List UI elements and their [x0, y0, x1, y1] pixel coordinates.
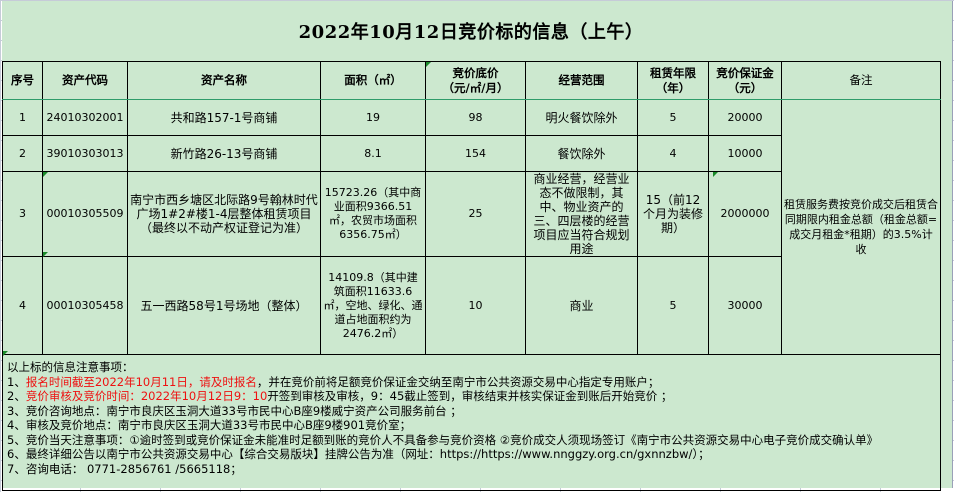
cell-no[interactable]: 4 — [2, 256, 43, 355]
cell-deposit[interactable]: 10000 — [708, 135, 782, 172]
notes-heading: 以上标的信息注意事项： — [7, 360, 134, 374]
cell-deposit[interactable]: 30000 — [708, 256, 782, 355]
cell-name[interactable]: 共和路157-1号商铺 — [127, 99, 321, 136]
cell-price[interactable]: 98 — [425, 99, 526, 136]
cell-comment-marker — [713, 172, 718, 177]
page-title: 2022年10月12日竞价标的信息（上午） — [298, 22, 644, 43]
note-line-2: 2、竞价审核及竞价时间：2022年10月12日9：10开签到审核及审核，9：45… — [7, 389, 936, 404]
header-cell[interactable]: 租赁年限 （年） — [637, 61, 709, 100]
cell-area[interactable]: 19 — [320, 99, 426, 136]
header-cell[interactable]: 竞价底价 （元/㎡/月） — [425, 61, 526, 100]
header-cell[interactable]: 备注 — [781, 61, 941, 100]
note-line-7: 7、咨询电话： 0771-2856761 /5665118； — [7, 461, 242, 476]
cell-area[interactable]: 15723.26（其中商业面积9366.51㎡，农贸市场面积6356.75㎡） — [320, 171, 426, 257]
note-line-1: 1、报名时间截至2022年10月11日，请及时报名，并在竞价前将足额竞价保证金交… — [7, 375, 936, 390]
cell-comment-marker — [43, 172, 48, 177]
cell-code[interactable]: 24010302001 — [42, 99, 128, 136]
note-line-5: 5、竞价当天注意事项：①逾时签到或竞价保证金未能准时足额到账的竞价人不具备参与竞… — [7, 432, 879, 447]
note-prefix: 1、 — [7, 374, 26, 389]
cell-comment-marker — [426, 62, 431, 67]
cell-term[interactable]: 5 — [637, 256, 709, 355]
cell-scope[interactable]: 明火餐饮除外 — [525, 99, 638, 136]
header-row: 序号 资产代码 资产名称 面积（㎡） 竞价底价 （元/㎡/月） 经营范围 租赁年… — [2, 61, 941, 100]
note-highlight: 竞价审核及竞价时间：2022年10月12日9：10 — [25, 389, 268, 403]
note-line-3: 3、竞价咨询地点：南宁市良庆区玉洞大道33号市民中心B座9楼威宁资产公司服务前台… — [7, 403, 462, 418]
cell-name[interactable]: 五一西路58号1号场地（整体） — [127, 256, 321, 355]
table-row: 1 24010302001 共和路157-1号商铺 19 98 明火餐饮除外 5… — [2, 99, 941, 355]
cell-area[interactable]: 14109.8（其中建筑面积11633.6㎡，空地、绿化、通道占地面积约为247… — [320, 256, 426, 355]
cell-term[interactable]: 4 — [637, 135, 709, 172]
notes-row: 以上标的信息注意事项： 1、报名时间截至2022年10月11日，请及时报名，并在… — [2, 354, 941, 491]
cell-code[interactable]: 00010305509 — [42, 171, 128, 257]
header-cell[interactable]: 竞价保证金 （元） — [708, 61, 782, 100]
note-highlight: 报名时间截至2022年10月11日，请及时报名 — [25, 374, 257, 389]
cell-scope[interactable]: 餐饮除外 — [525, 135, 638, 172]
cell-name[interactable]: 南宁市西乡塘区北际路9号翰林时代广场1#2#楼1-4层整体租赁项目（最终以不动产… — [127, 171, 321, 257]
cell-code[interactable]: 39010303013 — [42, 135, 128, 172]
note-text: ，并在竞价前将足额竞价保证金交纳至南宁市公共资源交易中心指定专用账户； — [256, 374, 660, 389]
cell-comment-marker — [43, 252, 48, 257]
note-line-4: 4、审核及竞价地点：南宁市良庆区玉洞大道33号市民中心B座9楼901竞价室； — [7, 418, 412, 432]
notes-cell[interactable]: 以上标的信息注意事项： 1、报名时间截至2022年10月11日，请及时报名，并在… — [2, 354, 941, 491]
cell-remark[interactable]: 租赁服务费按竞价成交后租赁合同期限内租金总额（租金总额=成交月租金*租期）的3.… — [781, 99, 941, 355]
cell-deposit[interactable]: 20000 — [708, 99, 782, 136]
cell-scope[interactable]: 商业经营，经营业态不做限制，其中、物业资产的三、四层楼的经营项目应当符合规划用途 — [525, 171, 638, 257]
cell-price[interactable]: 25 — [425, 171, 526, 257]
cell-area[interactable]: 8.1 — [320, 135, 426, 172]
note-text: 开签到审核及审核，9：45截止签到，审核结束并核实保证金到账后开始竞价 ； — [267, 389, 673, 403]
header-cell[interactable]: 序号 — [2, 61, 43, 100]
header-cell[interactable]: 经营范围 — [525, 61, 638, 100]
cell-no[interactable]: 3 — [2, 171, 43, 257]
header-cell[interactable]: 面积（㎡） — [320, 61, 426, 100]
cell-no[interactable]: 1 — [2, 99, 43, 136]
table-row: 2 39010303013 新竹路26-13号商铺 8.1 154 餐饮除外 4… — [2, 135, 941, 172]
header-cell[interactable]: 资产代码 — [42, 61, 128, 100]
cell-term[interactable]: 5 — [637, 99, 709, 136]
cell-scope[interactable]: 商业 — [525, 256, 638, 355]
cell-term[interactable]: 15（前12个月为装修期） — [637, 171, 709, 257]
header-cell[interactable]: 资产名称 — [127, 61, 321, 100]
auction-table: 序号 资产代码 资产名称 面积（㎡） 竞价底价 （元/㎡/月） 经营范围 租赁年… — [2, 61, 941, 491]
cell-deposit[interactable]: 2000000 — [708, 171, 782, 257]
cell-code[interactable]: 00010305458 — [42, 256, 128, 355]
note-prefix: 2、 — [7, 389, 26, 403]
table-row: 3 00010305509 南宁市西乡塘区北际路9号翰林时代广场1#2#楼1-4… — [2, 171, 941, 257]
note-line-6: 6、最终详细公告以南宁市公共资源交易中心【综合交易版块】挂牌公告为准（网址：ht… — [7, 447, 710, 461]
cell-price[interactable]: 10 — [425, 256, 526, 355]
cell-name[interactable]: 新竹路26-13号商铺 — [127, 135, 321, 172]
cell-no[interactable]: 2 — [2, 135, 43, 172]
cell-price[interactable]: 154 — [425, 135, 526, 172]
cell-comment-marker — [3, 351, 8, 356]
